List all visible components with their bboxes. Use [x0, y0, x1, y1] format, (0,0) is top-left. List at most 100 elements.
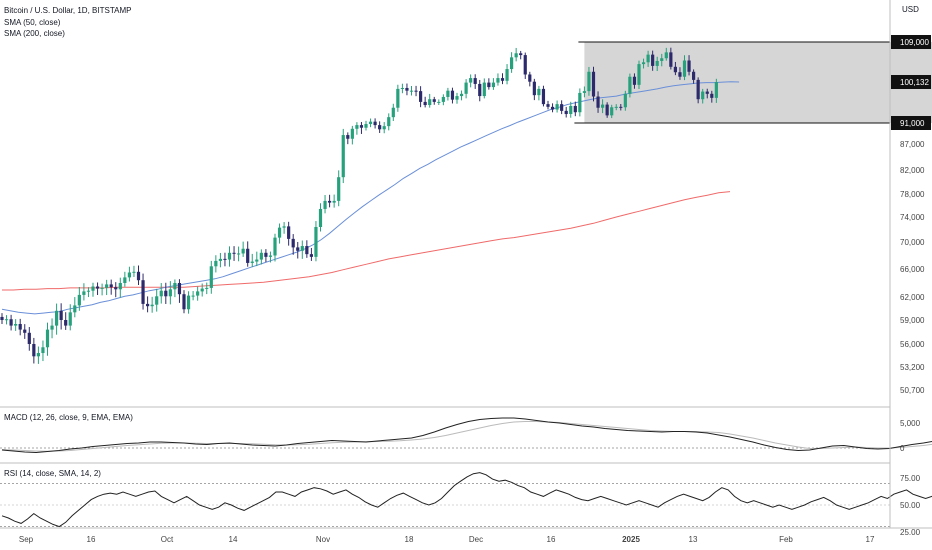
candle-body [64, 320, 68, 326]
candle-body [332, 200, 336, 203]
price-tick-label: 70,000 [900, 238, 925, 247]
candle-body [350, 128, 354, 139]
candle-body [300, 246, 304, 251]
candle [651, 50, 655, 71]
time-tick-label: 13 [689, 535, 698, 544]
candle [623, 90, 627, 111]
sma50-line [1, 81, 740, 315]
candle [200, 283, 204, 297]
candle [118, 277, 122, 298]
price-tick-label: 100,132 [900, 78, 929, 87]
candle-body [514, 53, 518, 58]
candle [77, 286, 81, 311]
candle [23, 324, 27, 339]
candle [318, 203, 323, 232]
candle-body [309, 254, 313, 257]
candle [464, 79, 468, 99]
candle [550, 103, 555, 113]
macd-tick-label: 0 [900, 444, 905, 453]
candle-body [23, 329, 27, 333]
candle-body [159, 290, 163, 297]
candle-body [45, 329, 50, 348]
candle [482, 78, 486, 99]
candle-body [32, 344, 36, 357]
candle-body [450, 90, 455, 100]
candle [396, 84, 400, 112]
candle [264, 249, 268, 263]
candle [441, 94, 445, 106]
candle [41, 340, 45, 362]
candle [305, 240, 309, 258]
candle-body [227, 252, 232, 260]
candle [64, 312, 68, 330]
price-tick-label: 56,000 [900, 340, 925, 349]
candle-body [569, 105, 573, 115]
price-tick-label: 87,000 [900, 140, 925, 149]
candle [632, 73, 637, 89]
legend-sma50: SMA (50, close) [4, 18, 61, 27]
candle [100, 283, 104, 296]
candle [273, 233, 277, 262]
price-tick-label: 91,000 [900, 119, 925, 128]
candle [287, 221, 291, 246]
candle [450, 87, 455, 104]
candle-body [55, 310, 59, 326]
candle-body [423, 101, 427, 106]
candle [50, 318, 54, 339]
candle-body [373, 121, 377, 126]
candle-body [714, 82, 718, 98]
candle [669, 47, 673, 70]
candle-body [487, 82, 491, 88]
candle [27, 327, 31, 351]
candle [637, 60, 641, 89]
candle-body [291, 238, 295, 248]
candle-body [218, 258, 222, 261]
rsi-tick-label: 75.00 [900, 474, 921, 483]
candle [14, 319, 18, 331]
candle-body [419, 91, 423, 102]
candle [250, 253, 254, 268]
candle-body [519, 53, 523, 56]
candle-body [186, 295, 191, 310]
candle [459, 90, 464, 101]
candle [214, 255, 218, 273]
candle [378, 121, 382, 133]
candle-body [582, 91, 586, 93]
candle [341, 128, 345, 184]
candle-body [664, 52, 668, 59]
candle-body [678, 72, 682, 77]
price-tick-label: 53,200 [900, 363, 925, 372]
candle [368, 118, 373, 128]
candle [45, 322, 50, 356]
candle-body [50, 325, 54, 330]
candle-body [118, 283, 122, 290]
candle [168, 281, 172, 305]
candle [664, 47, 668, 61]
candle [277, 223, 282, 244]
candle-body [250, 261, 254, 263]
candle [227, 246, 232, 267]
price-tick-label: 74,000 [900, 213, 925, 222]
candle-body [550, 106, 555, 110]
candle [159, 283, 163, 304]
time-tick-label: Feb [779, 535, 793, 544]
candle [446, 87, 450, 101]
range-box [584, 42, 932, 123]
candle-body [628, 76, 632, 94]
currency-label[interactable]: USD [902, 5, 919, 14]
candle [18, 318, 22, 336]
candle-body [428, 99, 432, 106]
price-label-box [891, 35, 931, 49]
time-tick-label: 18 [405, 535, 414, 544]
candle-body [573, 105, 577, 113]
candle [437, 99, 441, 105]
candle-body [146, 303, 150, 307]
candle-body [396, 88, 400, 108]
candle [505, 64, 509, 85]
candle-body [341, 135, 345, 178]
candle [491, 78, 495, 90]
candle-body [482, 82, 486, 97]
candle [337, 170, 341, 207]
candle [701, 88, 705, 104]
